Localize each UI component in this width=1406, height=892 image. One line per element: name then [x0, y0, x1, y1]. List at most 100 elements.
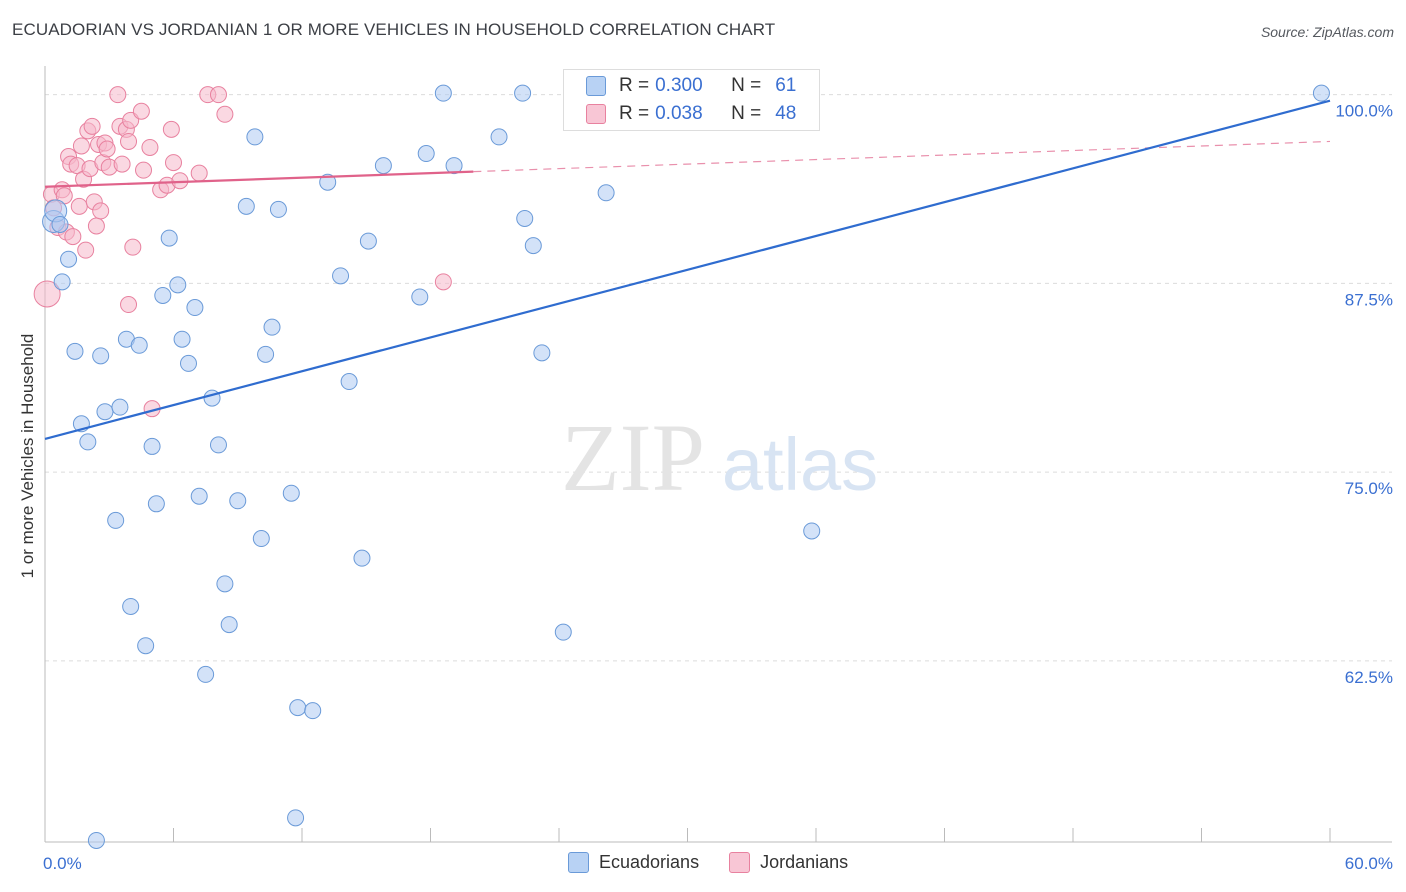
jordanians-point — [132, 102, 150, 120]
ecuadorians-point — [209, 436, 227, 454]
ecuadorians-swatch — [586, 76, 606, 96]
jordanians-n-value: 48 — [775, 103, 797, 124]
jordanians-legend-label: Jordanians — [760, 852, 849, 872]
ecuadorians-point — [340, 373, 358, 391]
jordanians-point — [83, 117, 101, 135]
ecuadorians-point — [287, 809, 305, 827]
ecuadorians-point — [147, 495, 165, 513]
ecuadorians-point — [516, 209, 534, 227]
jordanians-point — [87, 217, 105, 235]
ecuadorians-point — [514, 84, 532, 102]
ecuadorians-point — [597, 184, 615, 202]
jordanians-trend-line — [44, 170, 474, 188]
watermark-atlas: atlas — [722, 423, 878, 506]
n-label: N = — [731, 103, 762, 124]
legend-row-jordanians: R = 0.038 N = 48 — [586, 102, 796, 126]
ecuadorians-point — [1312, 84, 1330, 102]
ecuadorians-point — [66, 342, 84, 360]
jordanians-swatch — [586, 104, 606, 124]
jordanians-point — [72, 137, 90, 155]
jordanians-points — [33, 86, 452, 418]
ecuadorians-point — [263, 318, 281, 336]
ecuadorians-point — [353, 549, 371, 567]
ecuadorians-points — [42, 84, 1330, 849]
jordanians-r-value: 0.038 — [655, 103, 703, 124]
gridlines — [45, 94, 1392, 662]
ecuadorians-point — [107, 511, 125, 529]
ecuadorians-point — [137, 637, 155, 655]
jordanians-point — [209, 86, 227, 104]
ecuadorians-point — [143, 437, 161, 455]
jordanians-point — [33, 280, 61, 308]
ecuadorians-point — [79, 433, 97, 451]
x-tick-label: 0.0% — [43, 854, 82, 873]
ecuadorians-point — [229, 492, 247, 510]
ecuadorians-point — [246, 128, 264, 146]
legend-row-ecuadorians: R = 0.300 N = 61 — [586, 74, 796, 98]
ecuadorians-point — [179, 354, 197, 372]
ecuadorians-point — [237, 197, 255, 215]
x-tick-label: 60.0% — [1345, 854, 1393, 873]
ecuadorians-point — [111, 398, 129, 416]
jordanians-point — [120, 132, 138, 150]
jordanians-point — [109, 86, 127, 104]
ecuadorians-point — [197, 665, 215, 683]
ecuadorians-point — [87, 831, 105, 849]
n-label: N = — [731, 75, 762, 96]
ecuadorians-point — [154, 286, 172, 304]
ecuadorians-point — [60, 250, 78, 268]
ecuadorians-point — [289, 699, 307, 717]
y-axis-label: 1 or more Vehicles in Household — [18, 333, 37, 579]
ecuadorians-point — [282, 484, 300, 502]
ecuadorians-point — [359, 232, 377, 250]
legend-item-jordanians[interactable]: Jordanians — [729, 852, 848, 873]
jordanians-point — [165, 154, 182, 172]
ecuadorians-point — [434, 84, 452, 102]
ecuadorians-point — [417, 145, 435, 163]
ecuadorians-point — [220, 616, 238, 634]
jordanians-point — [216, 105, 234, 123]
r-label: R = — [619, 103, 650, 124]
series-legend: Ecuadorians Jordanians — [568, 852, 878, 873]
y-tick-label: 75.0% — [1345, 479, 1393, 498]
r-label: R = — [619, 75, 650, 96]
jordanians-point — [70, 197, 88, 215]
stats-legend: R = 0.300 N = 61 R = 0.038 N = 48 — [563, 69, 820, 131]
jordanians-point — [113, 155, 131, 173]
ecuadorians-point — [304, 702, 322, 720]
jordanians-point — [434, 273, 452, 291]
ecuadorians-point — [374, 157, 392, 175]
ecuadorians-point — [332, 267, 350, 285]
trend-lines — [44, 99, 1331, 440]
ecuadorians-point — [269, 200, 287, 218]
jordanians-point — [190, 164, 208, 182]
ecuadorians-point — [186, 299, 204, 317]
ecuadorians-point — [53, 273, 71, 291]
x-tick-labels: 0.0% 60.0% — [43, 854, 1393, 873]
y-tick-label: 87.5% — [1345, 290, 1393, 309]
ecuadorians-legend-label: Ecuadorians — [599, 852, 700, 872]
ecuadorians-point — [411, 288, 429, 306]
y-tick-labels: 62.5% 75.0% 87.5% 100.0% — [1335, 102, 1393, 687]
ecuadorians-point — [319, 173, 337, 191]
jordanians-point — [120, 296, 138, 314]
ecuadorians-point — [533, 344, 551, 362]
ecuadorians-point — [524, 237, 542, 255]
axes — [44, 66, 1392, 843]
watermark: ZIP atlas — [561, 404, 878, 511]
ecuadorians-point — [130, 336, 148, 354]
jordanians-point — [77, 241, 95, 259]
jordanians-point — [135, 161, 153, 179]
jordanians-point — [141, 138, 159, 156]
ecuadorians-point — [160, 229, 178, 247]
ecuadorians-point — [803, 522, 821, 540]
jordanians-point — [124, 238, 142, 256]
jordanians-point — [98, 140, 116, 158]
jordanians-point — [64, 228, 82, 246]
ecuadorians-point — [554, 623, 572, 641]
jordanians-point — [92, 202, 110, 220]
y-tick-label: 62.5% — [1345, 668, 1393, 687]
ecuadorians-point — [257, 345, 275, 363]
legend-item-ecuadorians[interactable]: Ecuadorians — [568, 852, 699, 873]
ecuadorians-point — [190, 487, 208, 505]
